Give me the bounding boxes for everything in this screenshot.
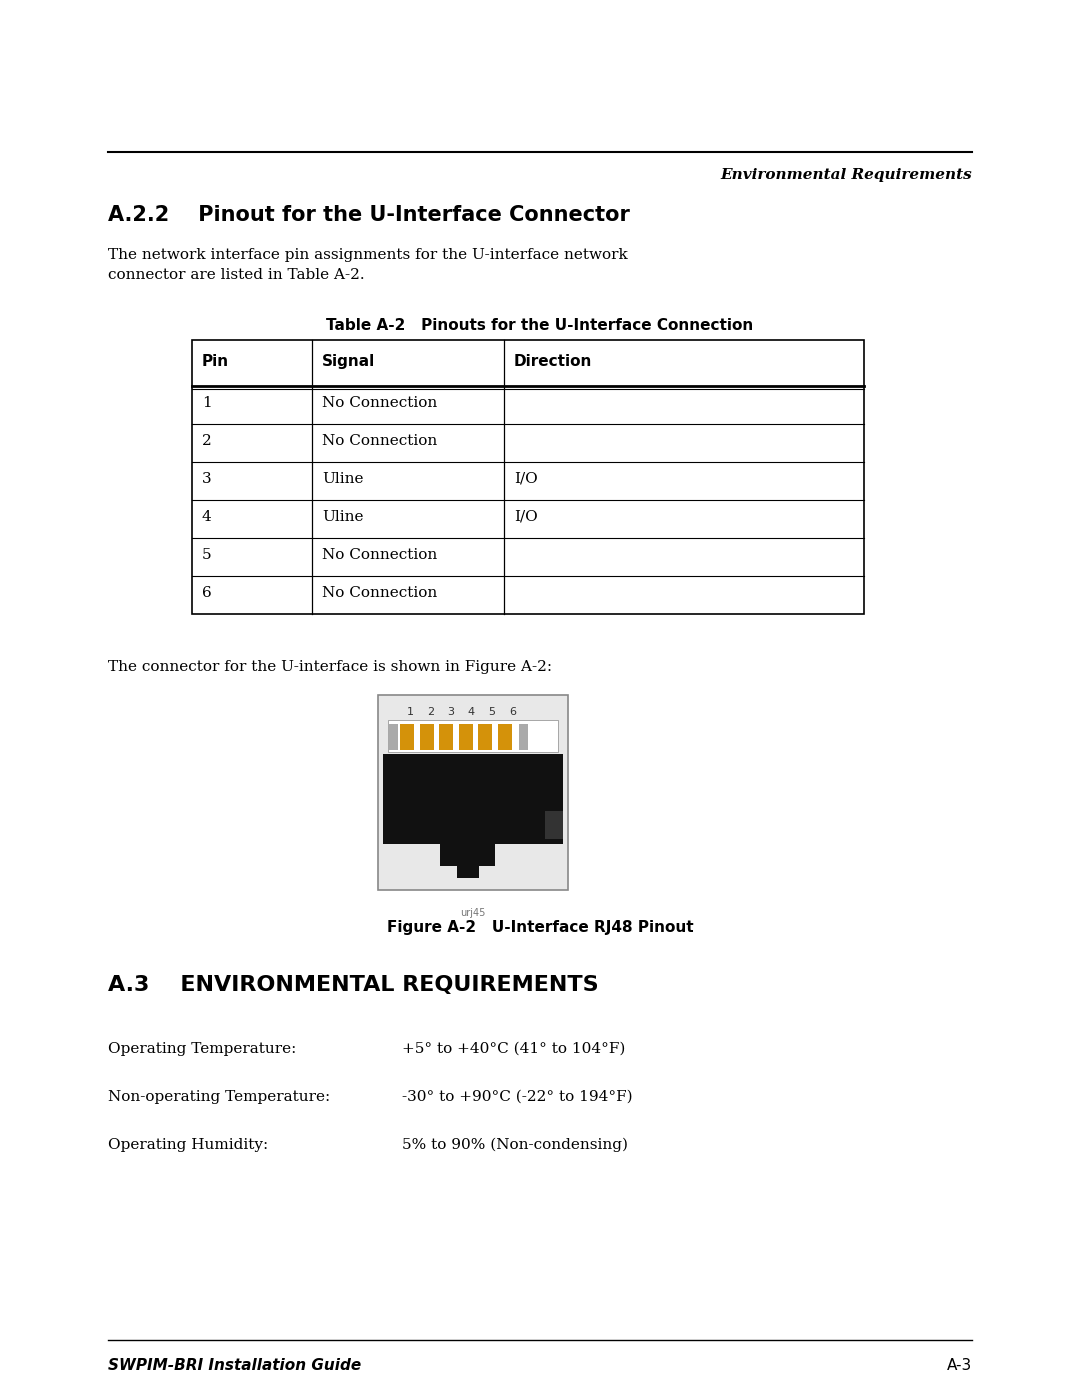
Bar [378,694,568,890]
Text: A.3    ENVIRONMENTAL REQUIREMENTS: A.3 ENVIRONMENTAL REQUIREMENTS [108,975,598,995]
Text: Operating Humidity:: Operating Humidity: [108,1139,268,1153]
Bar [419,724,433,750]
Text: 2: 2 [427,707,434,717]
Text: I/O: I/O [514,510,538,524]
Bar [459,724,473,750]
Text: 5: 5 [488,707,496,717]
Text: Figure A-2   U-Interface RJ48 Pinout: Figure A-2 U-Interface RJ48 Pinout [387,921,693,935]
Text: Pin: Pin [202,353,229,369]
Text: 5: 5 [202,548,212,562]
Text: Environmental Requirements: Environmental Requirements [720,168,972,182]
Text: The network interface pin assignments for the U-interface network: The network interface pin assignments fo… [108,249,627,263]
Text: No Connection: No Connection [322,585,437,599]
Text: The connector for the U-interface is shown in Figure A-2:: The connector for the U-interface is sho… [108,659,552,673]
Text: 6: 6 [509,707,516,717]
Text: urj45: urj45 [460,908,486,918]
Bar [400,724,414,750]
Bar [440,844,495,866]
Text: 5% to 90% (Non-condensing): 5% to 90% (Non-condensing) [402,1139,627,1153]
Text: Table A-2   Pinouts for the U-Interface Connection: Table A-2 Pinouts for the U-Interface Co… [326,319,754,332]
Bar [498,724,512,750]
Text: 1: 1 [406,707,414,717]
Text: Signal: Signal [322,353,375,369]
Bar [383,754,563,844]
Text: No Connection: No Connection [322,395,437,409]
Text: Direction: Direction [514,353,592,369]
Text: No Connection: No Connection [322,434,437,448]
Text: I/O: I/O [514,472,538,486]
Text: 3: 3 [447,707,455,717]
Bar [478,724,492,750]
Text: Uline: Uline [322,510,364,524]
Text: A.2.2    Pinout for the U-Interface Connector: A.2.2 Pinout for the U-Interface Connect… [108,205,630,225]
Bar [438,724,453,750]
Text: connector are listed in Table A-2.: connector are listed in Table A-2. [108,268,365,282]
Text: Operating Temperature:: Operating Temperature: [108,1042,296,1056]
Bar [388,719,558,752]
Text: Non-operating Temperature:: Non-operating Temperature: [108,1090,330,1104]
Text: Uline: Uline [322,472,364,486]
Text: +5° to +40°C (41° to 104°F): +5° to +40°C (41° to 104°F) [402,1042,625,1056]
Text: 1: 1 [202,395,212,409]
Bar [192,339,864,615]
Text: SWPIM-BRI Installation Guide: SWPIM-BRI Installation Guide [108,1358,361,1373]
Text: A-3: A-3 [947,1358,972,1373]
Text: 4: 4 [468,707,475,717]
Text: 3: 3 [202,472,212,486]
Bar [519,724,528,750]
Bar [541,824,563,844]
Text: 4: 4 [202,510,212,524]
Text: 6: 6 [202,585,212,599]
Bar [457,866,480,877]
Text: -30° to +90°C (-22° to 194°F): -30° to +90°C (-22° to 194°F) [402,1090,633,1104]
Bar [389,724,399,750]
Bar [545,812,563,840]
Text: 2: 2 [202,434,212,448]
Text: No Connection: No Connection [322,548,437,562]
